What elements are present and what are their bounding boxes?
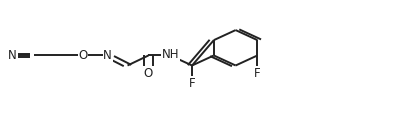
Text: O: O xyxy=(144,67,153,80)
Text: N: N xyxy=(103,49,112,62)
Text: O: O xyxy=(78,49,88,62)
Text: F: F xyxy=(254,67,261,80)
Text: NH: NH xyxy=(162,48,179,61)
Text: N: N xyxy=(8,49,16,62)
Text: F: F xyxy=(189,77,195,90)
